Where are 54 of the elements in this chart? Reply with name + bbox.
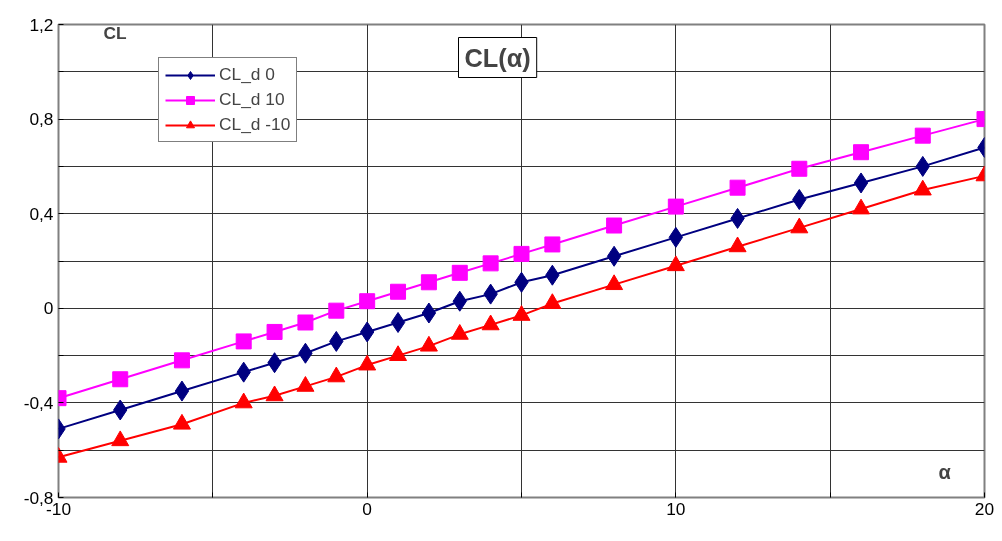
legend-label: CL_d -10: [219, 114, 291, 135]
point: [853, 144, 870, 161]
point: [420, 274, 437, 291]
point: [606, 217, 623, 234]
legend-label: CL_d 10: [219, 89, 285, 110]
point: [328, 302, 345, 319]
point: [266, 323, 283, 340]
point: [606, 245, 622, 267]
x-axis-title: α: [938, 460, 952, 483]
text: CL(α): [464, 43, 531, 72]
point: [173, 352, 190, 369]
point: [112, 371, 129, 388]
point: [421, 302, 437, 324]
y-tick-label: 0: [43, 298, 54, 319]
point: [791, 160, 808, 177]
y-axis-title: CL: [103, 22, 128, 43]
point: [729, 179, 746, 196]
point: [512, 305, 531, 321]
point: [451, 264, 468, 281]
point: [111, 430, 130, 447]
x-tick-label: 20: [974, 498, 995, 519]
point: [359, 293, 376, 310]
legend-label: CL_d 0: [219, 64, 275, 85]
point: [327, 366, 346, 383]
point: [482, 255, 499, 272]
point: [728, 236, 747, 253]
point: [172, 413, 191, 430]
point: [419, 335, 438, 352]
point: [605, 274, 624, 291]
y-tick-label: 0,4: [29, 203, 54, 224]
point: [296, 376, 315, 392]
point: [481, 314, 500, 331]
y-tick-label: -0,4: [23, 392, 54, 413]
x-tick-label: 0: [362, 498, 372, 519]
point: [450, 324, 469, 340]
point: [513, 245, 530, 262]
point: [235, 333, 252, 350]
point: [666, 255, 685, 272]
point: [389, 345, 408, 362]
point: [358, 354, 377, 371]
point: [234, 392, 253, 409]
point: [543, 293, 562, 309]
point: [174, 380, 190, 402]
y-tick-label: 0,8: [29, 109, 54, 130]
point: [914, 127, 931, 144]
point: [297, 314, 314, 331]
point: [265, 385, 284, 402]
point: [390, 283, 407, 300]
point: [853, 172, 869, 194]
y-tick-label: 1,2: [29, 14, 54, 35]
point: [390, 311, 406, 333]
point: [667, 198, 684, 215]
x-tick-label: 10: [666, 498, 686, 519]
point: [544, 236, 561, 253]
